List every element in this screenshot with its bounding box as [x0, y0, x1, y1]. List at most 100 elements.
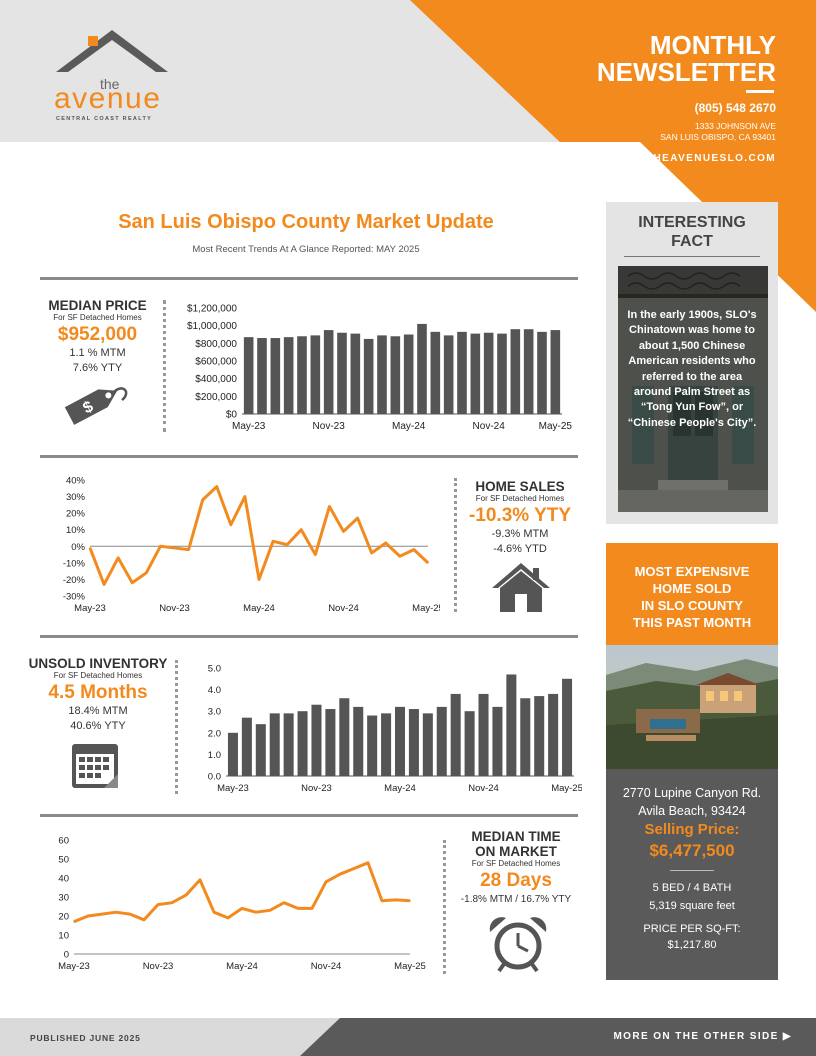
- median-time-on-market-y-tick: 10: [58, 931, 69, 942]
- home-sales-y-tick: 20%: [66, 509, 86, 520]
- median-price-bar: [283, 337, 294, 414]
- unsold-inventory-bar: [422, 713, 433, 776]
- unsold-inventory-bar: [562, 678, 573, 776]
- unsold-inventory-bar: [450, 693, 461, 776]
- unsold-inventory-bar: [436, 706, 447, 776]
- time-on-market-title-2: ON MARKET: [475, 844, 557, 859]
- median-time-on-market-point: [171, 901, 173, 904]
- page-subtitle: Most Recent Trends At A Glance Reported:…: [192, 244, 420, 255]
- median-price-chart: $0 $200,000 $400,000 $600,000 $800,000 $1,000…: [187, 304, 572, 433]
- median-price-bar: [510, 329, 521, 414]
- expensive-address-2: Avila Beach, 93424: [638, 804, 746, 818]
- home-sales-point: [173, 547, 176, 549]
- logo-roof-icon: [56, 30, 168, 72]
- newsletter-title-1: MONTHLY: [649, 30, 776, 60]
- footer-published: PUBLISHED JUNE 2025: [30, 1033, 141, 1043]
- home-sales-value: -10.3% YTY: [468, 505, 572, 526]
- inventory-sub: For SF Detached Homes: [53, 671, 143, 680]
- home-sales-point: [215, 485, 218, 488]
- fact-text: In the early 1900s, SLO's Chinatown was …: [627, 309, 757, 429]
- home-sales-series-line: [88, 485, 430, 586]
- header-white-triangle: [560, 142, 640, 206]
- unsold-inventory-bar: [408, 709, 419, 776]
- unsold-inventory-bar: [255, 724, 266, 776]
- unsold-inventory-x-tick: Nov-24: [468, 783, 499, 794]
- logo-name: avenue: [54, 82, 162, 115]
- fact-title-2: FACT: [671, 233, 713, 250]
- divider-4: [40, 814, 578, 817]
- median-time-on-market-x-tick: Nov-24: [311, 961, 342, 972]
- home-sales-point: [272, 540, 274, 543]
- median-price-y-tick: $1,200,000: [187, 304, 237, 315]
- more-on-other-side-link[interactable]: MORE ON THE OTHER SIDE ▶: [613, 1031, 792, 1042]
- home-sales-y-tick: 30%: [66, 492, 86, 503]
- median-price-bar: [377, 335, 387, 414]
- median-time-on-market-y-tick: 60: [58, 836, 69, 847]
- median-time-on-market-point: [157, 903, 159, 906]
- home-sales-point: [145, 572, 148, 574]
- expensive-ppsf-label: PRICE PER SQ-FT:: [643, 923, 741, 935]
- unsold-inventory-bar: [534, 696, 545, 776]
- home-sales-point: [201, 499, 204, 501]
- home-sales-y-tick: -30%: [63, 592, 86, 603]
- unsold-inventory-bar: [283, 713, 294, 776]
- website-link[interactable]: THEAVENUESLO.COM: [646, 153, 776, 164]
- unsold-inventory-x-tick: May-25: [551, 783, 582, 794]
- median-price-y-tick: $0: [226, 410, 238, 421]
- unsold-inventory-bar: [269, 713, 280, 776]
- median-time-on-market-point: [241, 907, 243, 910]
- median-time-on-market-point: [395, 899, 397, 901]
- divider-1: [40, 277, 578, 280]
- median-price-x-tick: May-23: [232, 421, 266, 432]
- home-sales-point: [244, 495, 246, 498]
- logo-tagline: CENTRAL COAST REALTY: [56, 116, 153, 122]
- median-price-bar: [363, 338, 374, 414]
- home-sales-point: [342, 530, 345, 533]
- median-price-x-tick: May-24: [392, 421, 426, 432]
- median-time-on-market-point: [283, 901, 285, 904]
- median-price-y-tick: $800,000: [195, 339, 237, 350]
- unsold-inventory-bar: [353, 706, 364, 776]
- inventory-title: UNSOLD INVENTORY: [28, 656, 168, 671]
- house-icon: [492, 563, 550, 612]
- median-price-bar: [497, 333, 507, 414]
- home-sales-point: [314, 553, 317, 556]
- newsletter-title-2: NEWSLETTER: [596, 57, 776, 87]
- median-time-on-market-point: [381, 900, 383, 902]
- unsold-inventory-bar: [311, 704, 322, 776]
- home-sales-point: [427, 562, 429, 564]
- median-time-on-market-y-tick: 20: [58, 912, 69, 923]
- unsold-inventory-bar: [381, 713, 392, 776]
- unsold-inventory-bar: [339, 698, 350, 776]
- median-price-bar: [483, 332, 494, 414]
- page-title: San Luis Obispo County Market Update: [118, 211, 494, 233]
- phone[interactable]: (805) 548 2670: [694, 101, 776, 115]
- footer-light-panel: [0, 1018, 340, 1056]
- median-price-bar: [537, 331, 547, 414]
- median-price-mtm: 1.1 % MTM: [69, 347, 126, 359]
- median-time-on-market-point: [199, 879, 201, 881]
- unsold-inventory-bar: [548, 693, 559, 776]
- median-time-on-market-x-tick: May-23: [58, 961, 90, 972]
- expensive-title-1: MOST EXPENSIVE: [634, 564, 750, 579]
- inventory-mtm: 18.4% MTM: [68, 705, 128, 717]
- median-time-on-market-point: [227, 917, 229, 919]
- median-price-bar: [337, 332, 347, 414]
- expensive-ppsf: $1,217.80: [667, 939, 717, 951]
- median-price-y-tick: $1,000,000: [187, 321, 237, 332]
- median-price-y-tick: $200,000: [195, 392, 237, 403]
- address-line1: 1333 JOHNSON AVE: [694, 121, 776, 131]
- expensive-details-card: [606, 769, 778, 980]
- median-time-on-market-x-tick: May-25: [394, 961, 426, 972]
- median-price-x-tick: Nov-23: [313, 421, 346, 432]
- home-sales-point: [370, 552, 373, 554]
- median-time-on-market-point: [87, 915, 89, 917]
- median-price-sub: For SF Detached Homes: [53, 313, 142, 322]
- median-price-bar: [350, 333, 361, 414]
- expensive-price: $6,477,500: [649, 841, 735, 860]
- unsold-inventory-bar: [241, 717, 252, 776]
- unsold-inventory-y-tick: 1.0: [208, 750, 221, 761]
- median-time-on-market-y-tick: 30: [58, 893, 69, 904]
- unsold-inventory-y-tick: 2.0: [208, 728, 221, 739]
- divider-2: [40, 455, 578, 458]
